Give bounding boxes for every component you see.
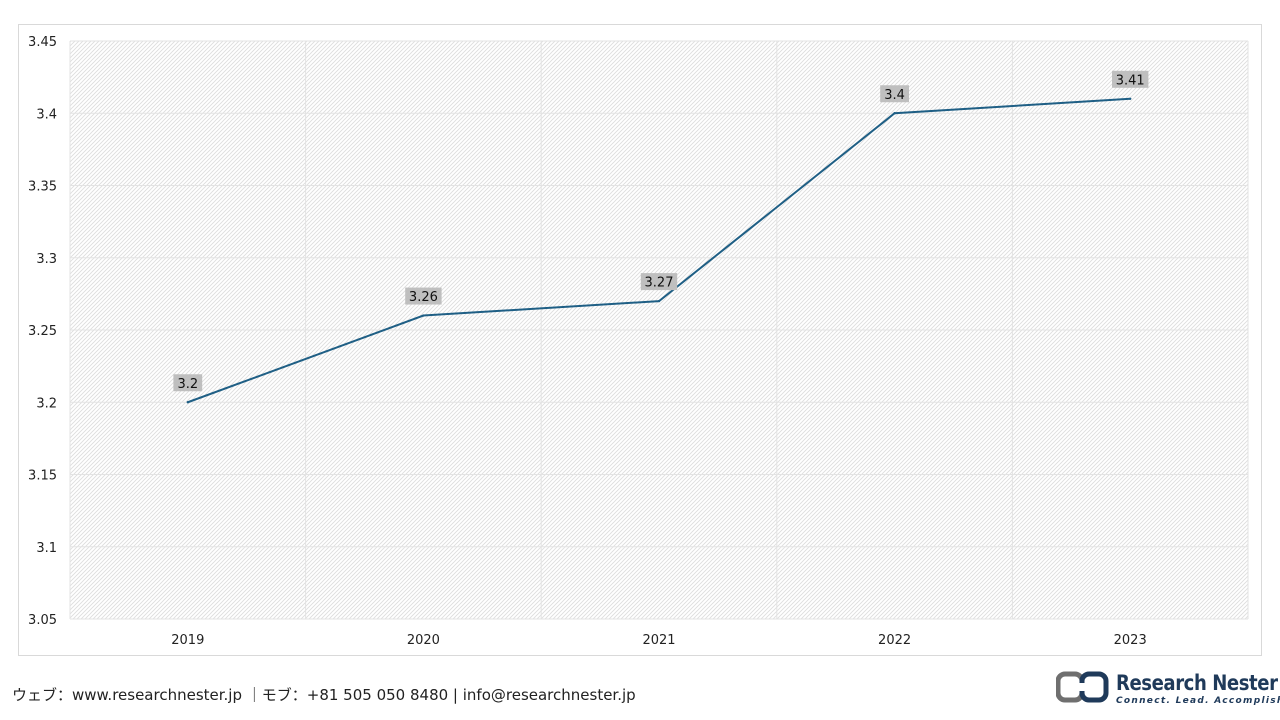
y-tick-label: 3.4 [36, 107, 57, 122]
series-line-layer [186, 97, 1132, 404]
data-label: 3.26 [405, 287, 442, 305]
logo-name: Research Nester [1116, 671, 1278, 695]
data-point [657, 299, 661, 303]
data-label: 3.2 [173, 374, 203, 392]
x-tick-label: 2022 [878, 633, 911, 648]
footer-contact-info: ウェブ：www.researchnester.jp ｜モブ：+81 505 05… [12, 686, 636, 704]
data-labels: 3.2 3.26 3.27 3.4 3.41 [173, 70, 1149, 392]
logo-mark-icon [1056, 671, 1109, 703]
chart-frame: 3.05 3.1 3.15 3.2 3.25 3.3 3.35 3.4 3.45 2019 202… [18, 24, 1262, 656]
data-label-background [1112, 70, 1149, 88]
logo-tagline: Connect. Lead. Accomplish [1116, 696, 1280, 706]
data-point [186, 401, 189, 404]
grid-lines [69, 40, 1249, 620]
data-label-background [405, 287, 442, 305]
data-label-text: 3.26 [409, 290, 438, 305]
data-label-text: 3.4 [884, 88, 905, 103]
x-tick-label: 2020 [407, 633, 440, 648]
y-tick-label: 3.25 [28, 324, 57, 339]
y-tick-label: 3.1 [36, 541, 57, 556]
data-label: 3.4 [880, 85, 909, 103]
data-label-text: 3.41 [1116, 73, 1145, 88]
y-tick-label: 3.05 [28, 613, 57, 628]
data-label-background [640, 273, 678, 291]
data-label: 3.27 [640, 273, 678, 291]
data-point [893, 112, 896, 115]
x-tick-label: 2021 [642, 633, 675, 648]
data-label-background [880, 85, 909, 103]
y-tick-label: 3.45 [28, 35, 57, 50]
research-nester-logo: Research Nester Connect. Lead. Accomplis… [1056, 671, 1280, 711]
data-label-text: 3.27 [645, 276, 674, 291]
y-tick-label: 3.3 [36, 252, 57, 267]
y-tick-label: 3.35 [28, 180, 57, 195]
data-point [1129, 97, 1132, 101]
data-point [422, 314, 425, 317]
line-chart: 3.05 3.1 3.15 3.2 3.25 3.3 3.35 3.4 3.45 2019 202… [28, 35, 1249, 648]
data-label-background [173, 374, 203, 392]
y-tick-label: 3.15 [28, 469, 57, 484]
data-label-text: 3.2 [177, 377, 198, 392]
x-axis-ticks: 2019 2020 2021 2022 2023 [171, 633, 1146, 648]
x-tick-label: 2019 [171, 633, 204, 648]
y-tick-label: 3.2 [36, 396, 57, 411]
data-label: 3.41 [1112, 70, 1149, 88]
y-axis-ticks: 3.05 3.1 3.15 3.2 3.25 3.3 3.35 3.4 3.45 [28, 35, 57, 628]
x-tick-label: 2023 [1114, 633, 1147, 648]
